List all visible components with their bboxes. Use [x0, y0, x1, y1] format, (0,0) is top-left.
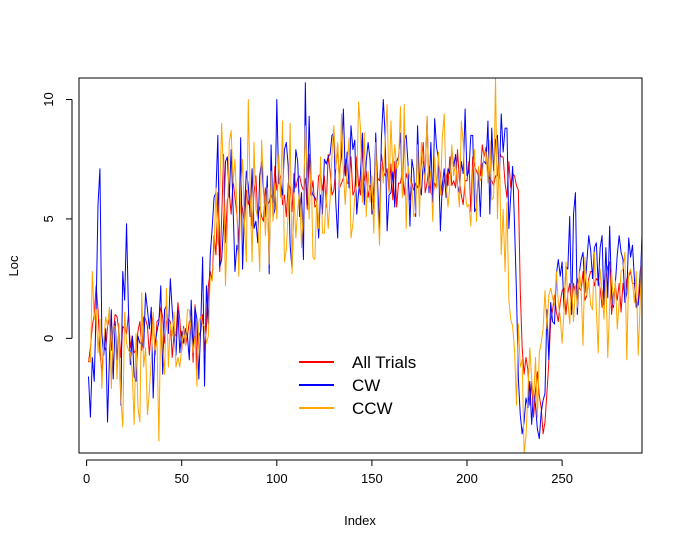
x-tick-label: 100 — [266, 471, 288, 486]
x-tick-label: 250 — [551, 471, 573, 486]
series-line-cw — [88, 82, 642, 440]
legend: All Trials CW CCW — [299, 353, 416, 418]
y-axis-title: Loc — [6, 255, 21, 276]
legend-label: CW — [352, 376, 380, 395]
plot-frame — [78, 77, 643, 454]
legend-label: CCW — [352, 399, 393, 418]
x-tick-label: 150 — [361, 471, 383, 486]
y-tick-label: 5 — [41, 215, 56, 222]
x-tick-label: 200 — [456, 471, 478, 486]
y-axis: 0 5 10 — [41, 92, 73, 342]
x-tick-label: 50 — [174, 471, 188, 486]
y-tick-label: 0 — [41, 335, 56, 342]
x-axis-title: Index — [344, 513, 376, 528]
y-tick-label: 10 — [41, 92, 56, 106]
legend-label: All Trials — [352, 353, 416, 372]
x-tick-label: 0 — [83, 471, 90, 486]
series-lines — [88, 78, 642, 453]
x-axis: 0 50 100 150 200 250 — [83, 459, 573, 486]
series-line-ccw — [88, 78, 642, 453]
